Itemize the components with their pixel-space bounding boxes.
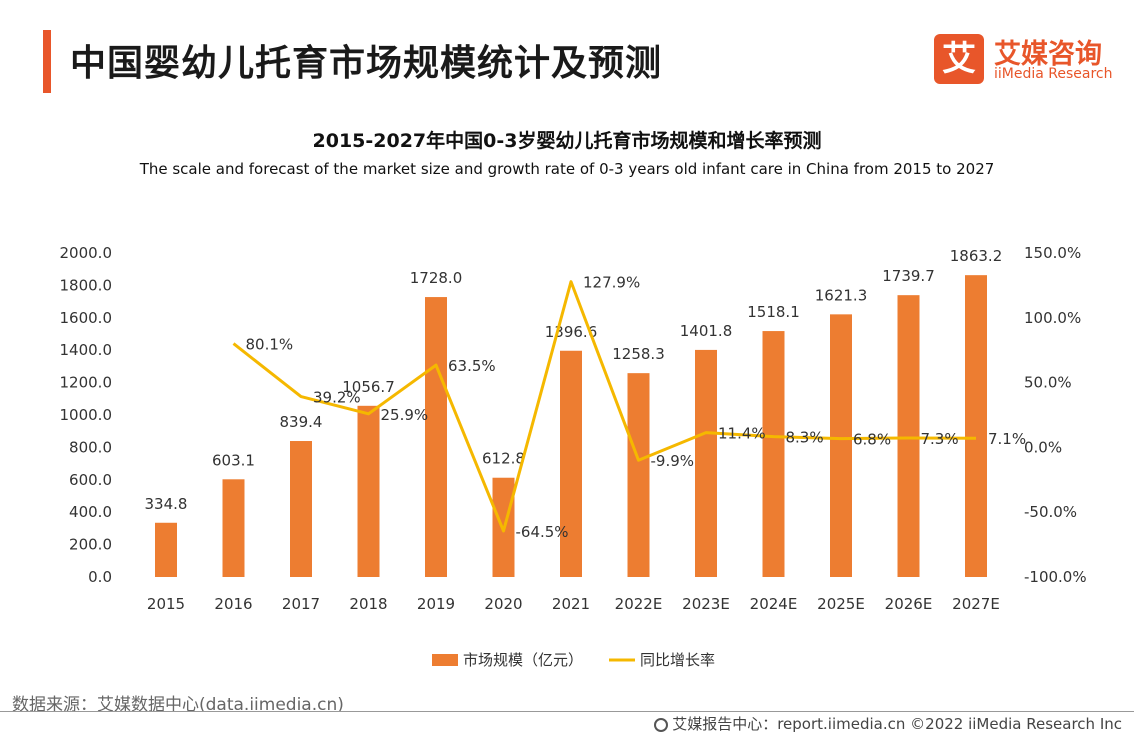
growth-rate-label: 127.9% (583, 274, 640, 292)
y-right-tick-label: -100.0% (1024, 568, 1087, 586)
y-right-tick-label: -50.0% (1024, 503, 1077, 521)
growth-rate-label: 7.3% (921, 430, 959, 448)
y-left-tick-label: 200.0 (69, 536, 112, 554)
legend-label-line: 同比增长率 (640, 651, 715, 669)
bar (897, 295, 920, 577)
bar (222, 479, 245, 577)
x-tick-label: 2025E (817, 595, 865, 613)
x-tick-label: 2021 (552, 595, 590, 613)
y-left-tick-label: 1400.0 (60, 341, 113, 359)
bar-value-label: 1863.2 (950, 247, 1003, 265)
y-left-tick-label: 0.0 (88, 568, 112, 586)
x-tick-label: 2015 (147, 595, 185, 613)
bar (965, 275, 987, 577)
y-left-tick-label: 800.0 (69, 438, 112, 456)
bar (762, 331, 785, 577)
footer: 艾媒报告中心：report.iimedia.cn ©2022 iiMedia R… (654, 713, 1122, 734)
bar-value-label: 334.8 (145, 495, 188, 513)
growth-rate-label: 39.2% (313, 389, 361, 407)
combo-chart: 0.0 200.0 400.0 600.0 800.0 1000.0 1200.0 1400.… (60, 244, 1087, 669)
page-title: 中国婴幼儿托育市场规模统计及预测 (70, 43, 663, 84)
y-right-tick-label: 0.0% (1024, 438, 1062, 456)
growth-rate-label: -9.9% (651, 452, 695, 470)
globe-icon (654, 718, 669, 732)
legend-swatch-bar (432, 654, 458, 666)
bar-value-label: 1518.1 (747, 303, 800, 321)
data-source: 数据来源：艾媒数据中心(data.iimedia.cn) (12, 695, 344, 715)
growth-rate-label: 80.1% (246, 336, 294, 354)
bar (627, 373, 650, 577)
bar-value-label: 839.4 (280, 413, 323, 431)
growth-rate-label: -64.5% (516, 523, 569, 541)
y-left-tick-label: 2000.0 (60, 244, 113, 262)
footer-text: 艾媒报告中心：report.iimedia.cn ©2022 iiMedia R… (672, 715, 1122, 733)
x-tick-label: 2024E (750, 595, 798, 613)
bar (830, 314, 852, 577)
x-tick-label: 2018 (349, 595, 387, 613)
bar-value-label: 1728.0 (410, 269, 463, 287)
bar (290, 441, 312, 577)
x-tick-label: 2023E (682, 595, 730, 613)
y-left-tick-label: 1600.0 (60, 309, 113, 327)
growth-rate-label: 7.1% (988, 430, 1026, 448)
y-right-tick-label: 100.0% (1024, 309, 1081, 327)
footer-divider (0, 711, 1134, 712)
y-left-tick-label: 1800.0 (60, 276, 113, 294)
chart-subtitle: The scale and forecast of the market siz… (139, 160, 995, 178)
bar (155, 522, 177, 577)
bar-value-label: 1401.8 (680, 322, 733, 340)
x-tick-label: 2020 (484, 595, 522, 613)
x-tick-label: 2026E (885, 595, 933, 613)
y-right-tick-label: 50.0% (1024, 374, 1072, 392)
y-left-tick-label: 1000.0 (60, 406, 113, 424)
y-left-tick-label: 600.0 (69, 471, 112, 489)
bar-value-label: 1621.3 (815, 286, 868, 304)
bar (357, 405, 380, 577)
y-right-tick-label: 150.0% (1024, 244, 1081, 262)
x-tick-label: 2016 (214, 595, 252, 613)
legend-label-bar: 市场规模（亿元） (463, 651, 583, 669)
bar-value-label: 1056.7 (342, 378, 395, 396)
iimedia-logo: 艾 艾媒咨询 iiMedia Research (934, 32, 1124, 88)
logo-chinese-text: 艾媒咨询 (994, 39, 1102, 70)
x-tick-label: 2017 (282, 595, 320, 613)
growth-rate-line (232, 280, 977, 533)
bar-value-label: 1258.3 (612, 345, 665, 363)
y-left-tick-label: 400.0 (69, 503, 112, 521)
title-accent-bar (43, 30, 51, 93)
x-tick-label: 2019 (417, 595, 455, 613)
chart-title: 2015-2027年中国0-3岁婴幼儿托育市场规模和增长率预测 (312, 130, 822, 152)
bar-value-label: 603.1 (212, 451, 255, 469)
growth-rate-label: 8.3% (786, 429, 824, 447)
bar (695, 349, 717, 577)
growth-rate-label: 6.8% (853, 431, 891, 449)
growth-rate-label: 63.5% (448, 357, 496, 375)
logo-mark-icon: 艾 (934, 34, 984, 84)
x-tick-label: 2022E (615, 595, 663, 613)
growth-rate-label: 11.4% (718, 425, 766, 443)
bar-value-label: 1739.7 (882, 267, 935, 285)
bar (560, 350, 582, 577)
bar (425, 297, 447, 577)
bar-value-label: 612.8 (482, 450, 525, 468)
y-left-tick-label: 1200.0 (60, 374, 113, 392)
growth-rate-label: 25.9% (381, 406, 429, 424)
x-tick-label: 2027E (952, 595, 1000, 613)
logo-english-text: iiMedia Research (994, 66, 1113, 82)
